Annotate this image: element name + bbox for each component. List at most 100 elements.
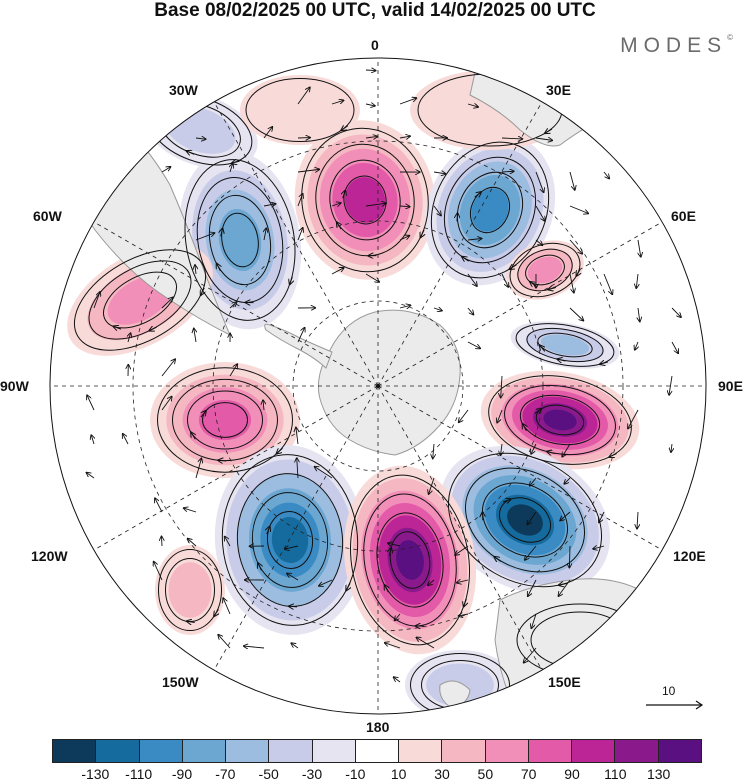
colorbar-tick-label: 130 <box>646 766 671 782</box>
meridian-line <box>212 385 379 672</box>
wind-vector <box>636 273 638 288</box>
streamline-arrow <box>545 129 553 133</box>
colorbar-swatch <box>53 740 97 762</box>
lon-label-90e: 90E <box>718 378 743 394</box>
meridian-line <box>377 385 664 552</box>
streamline-arrow <box>388 548 392 556</box>
wind-vector <box>195 233 214 241</box>
wind-vector <box>455 545 469 555</box>
wind-vector <box>457 580 469 583</box>
wind-vector <box>195 265 196 275</box>
wind-vector <box>223 598 231 615</box>
wind-vector <box>229 364 237 377</box>
wind-vector <box>558 579 571 596</box>
streamline-group <box>221 454 359 626</box>
colorbar-swatch <box>399 740 443 762</box>
wind-vector <box>161 359 175 377</box>
colorbar-swatch <box>658 740 701 762</box>
wind-vector <box>297 458 298 479</box>
wind-vector <box>535 138 552 140</box>
colorbar-tick-label: 70 <box>520 766 537 782</box>
wind-vector <box>501 171 514 172</box>
streamline-group <box>509 242 588 298</box>
antarctic-peninsula <box>264 323 333 369</box>
anomaly-shade <box>271 517 309 563</box>
streamline-group <box>158 549 222 631</box>
streamline-arrow <box>498 700 505 705</box>
streamline-arrow <box>628 659 636 663</box>
streamline <box>301 127 429 273</box>
wind-vector <box>154 562 163 581</box>
streamline <box>251 492 329 588</box>
wind-vector <box>671 341 678 353</box>
wind-vector <box>365 70 376 71</box>
wind-vector <box>535 171 544 192</box>
wind-vector <box>671 307 681 317</box>
wind-vector <box>161 298 173 309</box>
reference-arrowhead <box>695 700 704 710</box>
streamline-arrow <box>575 268 583 276</box>
anomaly-cell <box>510 321 620 369</box>
wind-vector <box>297 328 305 343</box>
wind-vector <box>123 434 129 445</box>
wind-vector <box>530 477 537 486</box>
streamline <box>187 390 263 450</box>
wind-vector <box>501 443 502 455</box>
wind-vector <box>467 341 480 348</box>
wind-vector <box>569 205 588 213</box>
streamline-arrow <box>341 126 349 131</box>
wind-vector <box>291 643 299 649</box>
wind-vector <box>93 292 100 309</box>
lon-label-150e: 150E <box>548 674 581 690</box>
latitude-circle <box>132 140 624 632</box>
anomaly-cell <box>343 465 477 655</box>
lon-label-0: 0 <box>371 37 379 53</box>
wind-vector <box>87 395 95 411</box>
wind-vector <box>263 204 276 206</box>
streamline <box>329 159 401 241</box>
lon-label-60w: 60W <box>33 208 62 224</box>
streamline-arrow <box>199 287 207 295</box>
wind-vector <box>184 508 197 513</box>
wind-vector <box>395 613 401 620</box>
colorbar-swatch <box>226 740 270 762</box>
wind-vector <box>263 127 272 139</box>
streamline-arrow <box>609 452 617 458</box>
streamline-arrow <box>574 668 582 669</box>
wind-vector <box>603 273 612 294</box>
streamline-arrow <box>455 709 464 710</box>
streamline-arrow <box>191 432 195 440</box>
antarctica-landmass <box>317 309 461 456</box>
wind-vector <box>388 543 401 546</box>
streamline-arrow <box>474 191 481 199</box>
streamline-arrow <box>416 625 424 628</box>
colorbar-swatch <box>96 740 140 762</box>
wind-vector <box>669 375 673 395</box>
colorbar-tick-label: -30 <box>301 766 323 782</box>
streamline-arrow <box>258 563 261 571</box>
wind-vector <box>467 104 478 107</box>
wind-vector <box>562 443 571 457</box>
wind-vector <box>128 333 131 343</box>
streamline-arrow <box>385 585 389 593</box>
wind-vector <box>394 677 401 683</box>
streamline <box>464 467 586 573</box>
wind-vector <box>297 87 310 105</box>
wind-vector <box>263 400 264 411</box>
wind-vector <box>433 308 442 311</box>
meridian-line <box>377 100 544 387</box>
streamline <box>469 186 511 234</box>
streamline-arrow <box>462 598 467 607</box>
wind-vector <box>195 138 206 139</box>
wind-vector <box>161 167 170 173</box>
wind-vector <box>297 169 319 172</box>
wind-vector <box>569 545 570 568</box>
colorbar-tick-label: 30 <box>434 766 450 782</box>
wind-vector <box>331 100 343 105</box>
colorbar-tick-label: -10 <box>345 766 366 782</box>
anomaly-shade <box>396 540 424 580</box>
streamline-group <box>488 375 632 465</box>
streamline <box>196 177 284 303</box>
wind-vector <box>428 579 435 585</box>
streamline-arrow <box>289 276 294 285</box>
